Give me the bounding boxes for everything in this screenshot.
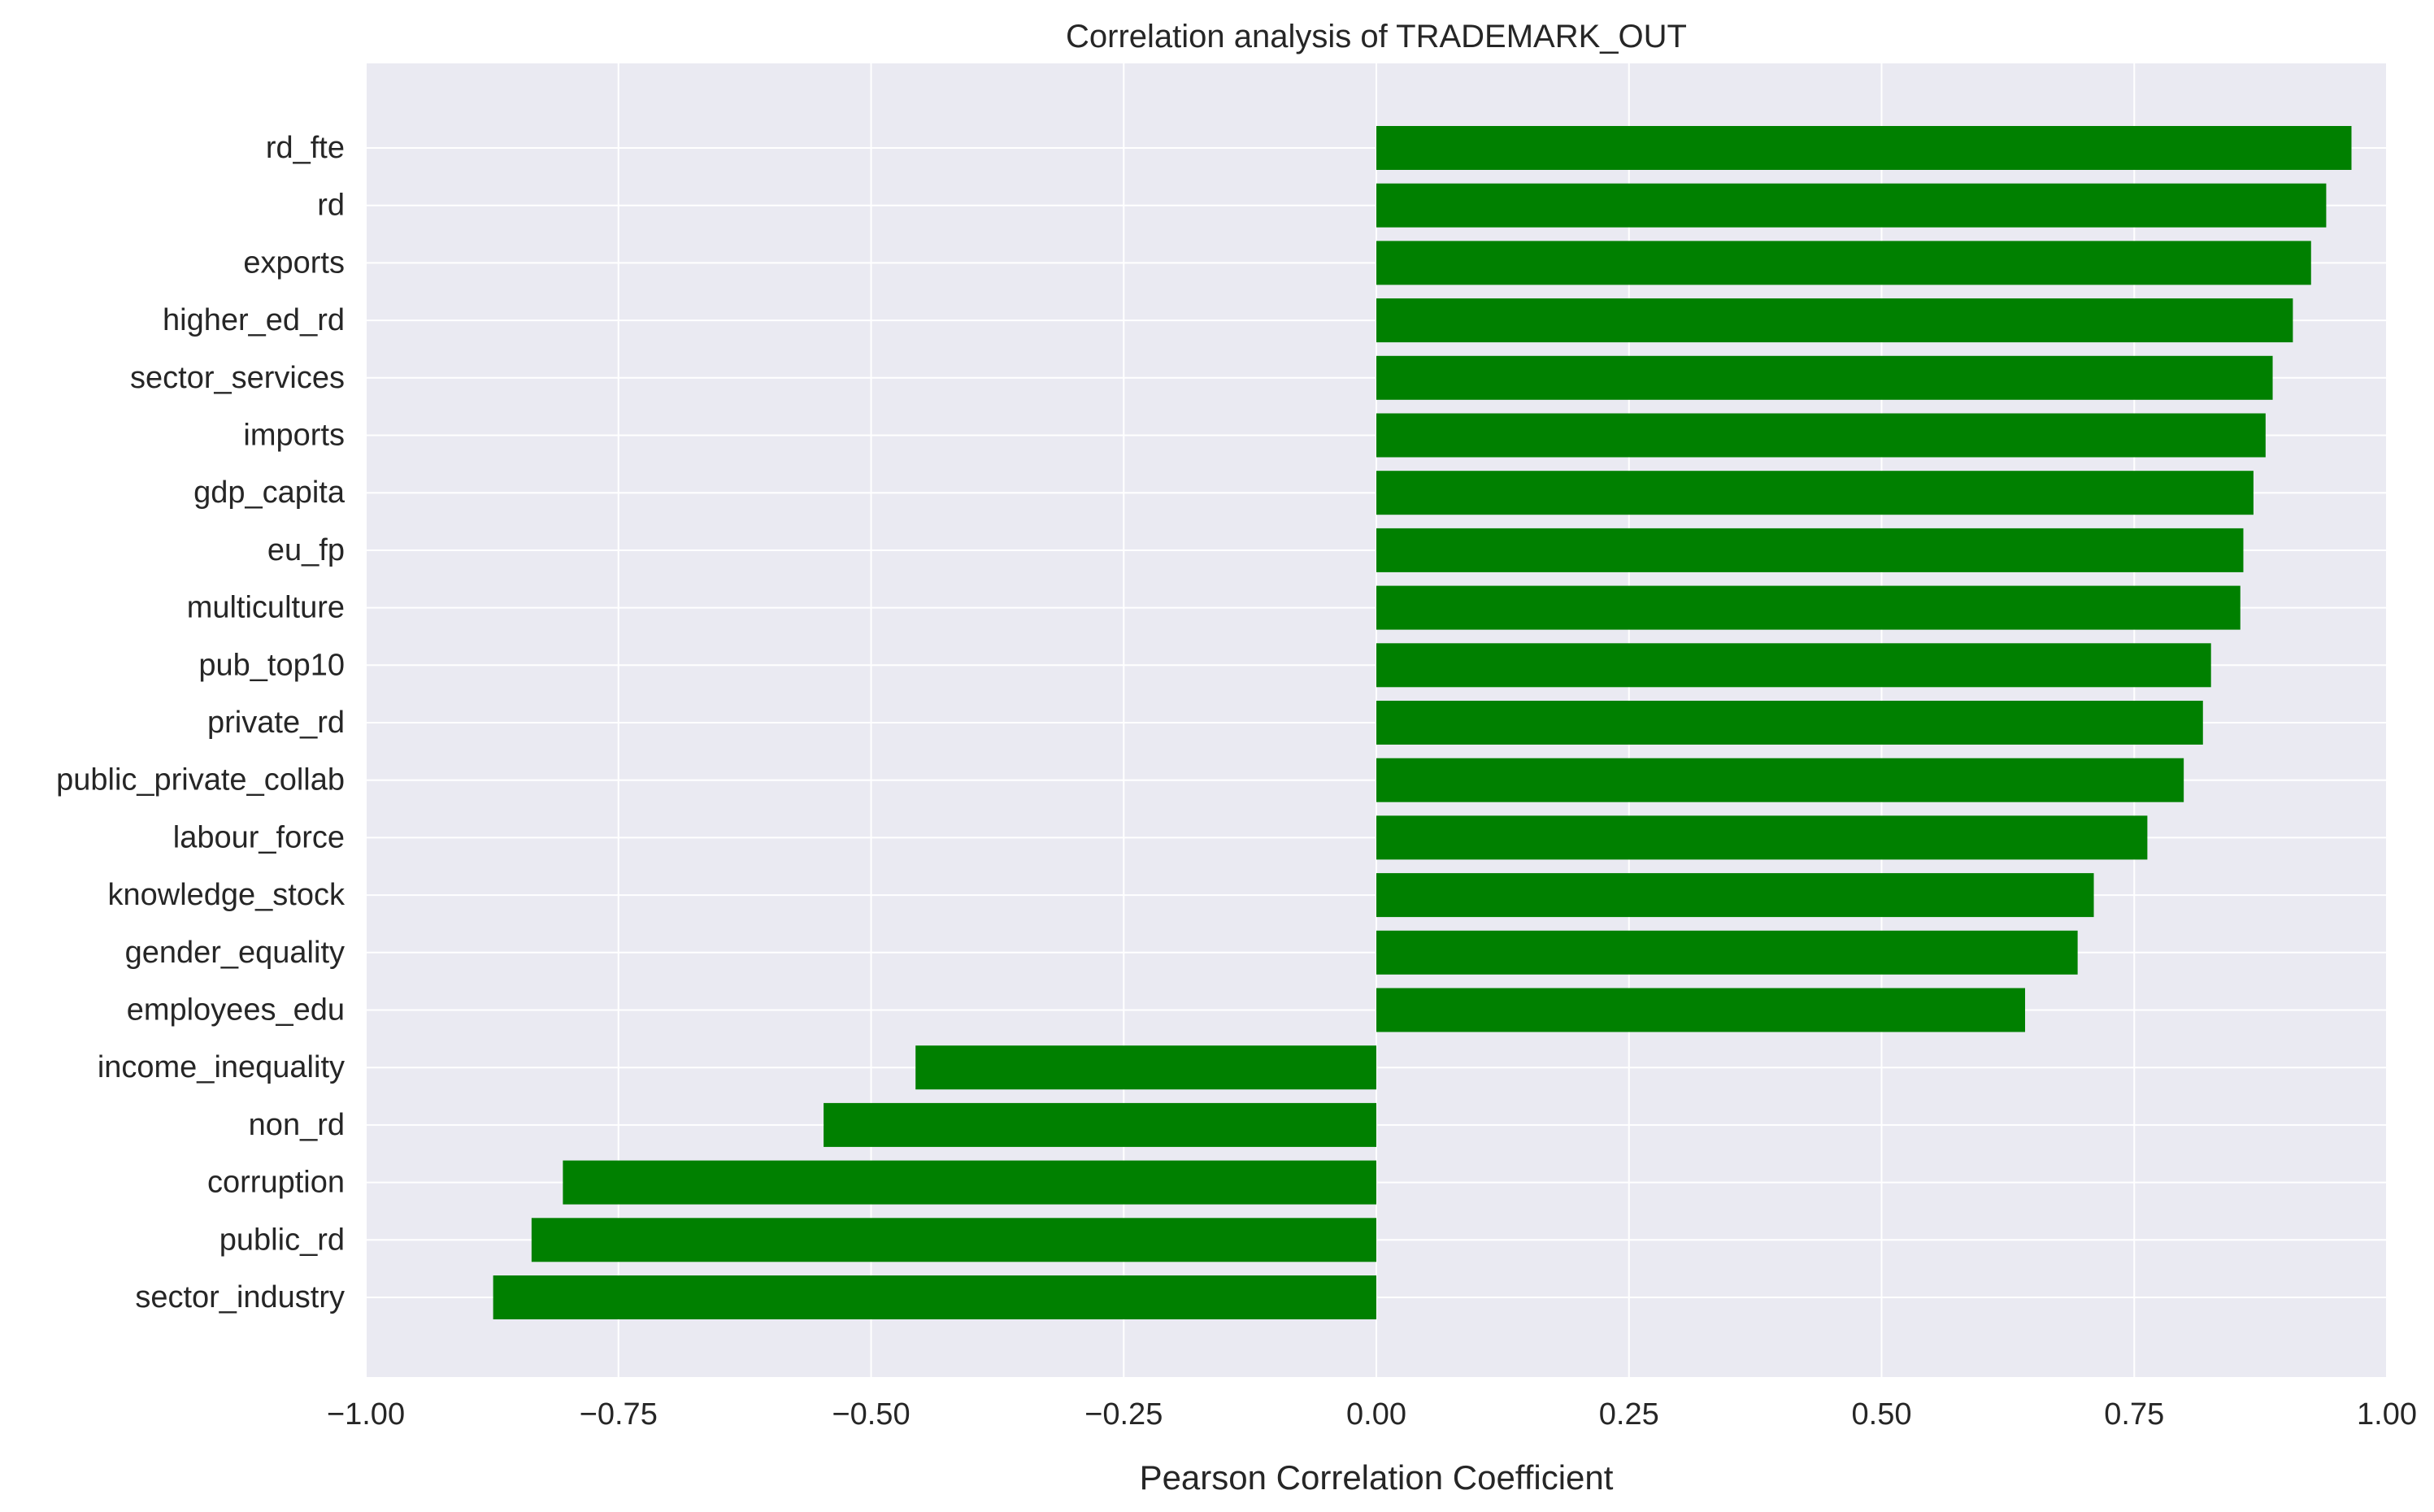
x-tick-labels: −1.00 −0.75 −0.50 −0.25 0.00 0.25 0.50 0.75 1.00: [327, 1397, 2417, 1432]
bar-gender-equality: [1376, 930, 2078, 975]
bar-non-rd: [824, 1102, 1376, 1147]
category-label: exports: [243, 245, 345, 280]
x-tick-label: 0.25: [1599, 1397, 1659, 1432]
category-label: imports: [243, 419, 345, 453]
x-tick-label: −1.00: [327, 1397, 405, 1432]
x-tick-label: 1.00: [2357, 1397, 2417, 1432]
category-label: labour_force: [173, 820, 345, 854]
x-tick-label: −0.25: [1084, 1397, 1163, 1432]
category-label: income_inequality: [98, 1050, 345, 1084]
category-label: knowledge_stock: [107, 878, 346, 912]
category-label: gdp_capita: [193, 476, 346, 510]
category-label: sector_industry: [135, 1280, 345, 1314]
bar-knowledge-stock: [1376, 873, 2094, 918]
bar-sector-industry: [493, 1275, 1377, 1319]
x-axis-label: Pearson Correlation Coefficient: [1140, 1458, 1614, 1497]
category-label: multiculture: [187, 591, 345, 625]
chart-title: Correlation analysis of TRADEMARK_OUT: [1066, 19, 1687, 54]
category-label: rd_fte: [266, 131, 345, 165]
bar-private-rd: [1376, 701, 2203, 745]
category-label: pub_top10: [198, 648, 345, 682]
bar-exports: [1376, 241, 2311, 285]
x-tick-label: −0.50: [832, 1397, 910, 1432]
x-tick-label: 0.00: [1346, 1397, 1406, 1432]
bar-higher-ed-rd: [1376, 298, 2293, 343]
category-label: eu_fp: [267, 533, 345, 567]
bar-labour-force: [1376, 815, 2148, 860]
bar-pub-top10: [1376, 643, 2211, 688]
bar-eu-fp: [1376, 528, 2244, 572]
bar-rd-fte: [1376, 126, 2352, 170]
bar-employees-edu: [1376, 988, 2026, 1032]
bars: [493, 126, 2352, 1319]
category-label: public_rd: [219, 1223, 345, 1257]
bar-imports: [1376, 413, 2266, 458]
bar-rd: [1376, 183, 2327, 228]
bar-income-inequality: [915, 1045, 1376, 1090]
bar-public-private-collab: [1376, 758, 2184, 802]
bar-sector-services: [1376, 355, 2273, 400]
category-label: rd: [317, 189, 345, 223]
bar-gdp-capita: [1376, 471, 2254, 515]
category-label: non_rd: [249, 1108, 345, 1142]
category-label: gender_equality: [125, 936, 345, 970]
category-label: corruption: [207, 1166, 345, 1200]
category-label: employees_edu: [127, 993, 345, 1028]
x-tick-label: 0.50: [1852, 1397, 1912, 1432]
bar-corruption: [563, 1160, 1376, 1205]
x-tick-label: −0.75: [580, 1397, 658, 1432]
bar-public-rd: [531, 1218, 1376, 1262]
category-label: sector_services: [130, 361, 345, 395]
category-label: higher_ed_rd: [163, 303, 345, 337]
category-label: public_private_collab: [56, 763, 345, 797]
bar-multiculture: [1376, 585, 2241, 630]
x-tick-label: 0.75: [2104, 1397, 2164, 1432]
category-label: private_rd: [207, 706, 345, 740]
